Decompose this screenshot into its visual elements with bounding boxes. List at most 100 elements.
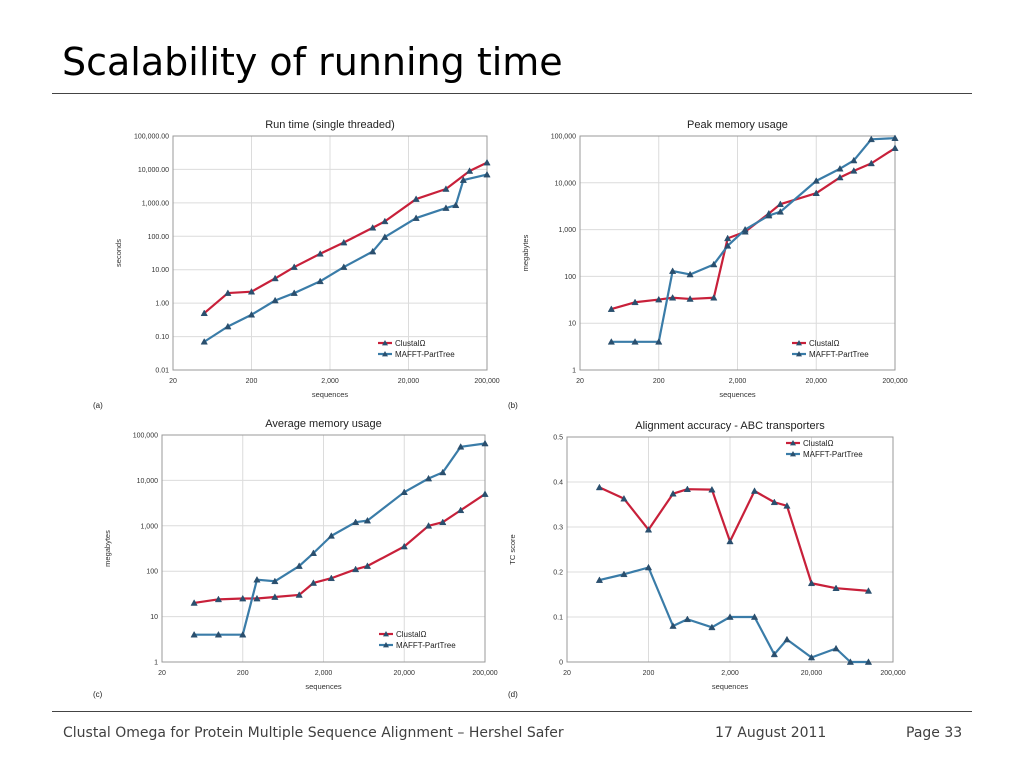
data-point-marker xyxy=(400,542,408,550)
plot-frame xyxy=(566,436,894,663)
x-tick-label: 200,000 xyxy=(474,378,499,385)
y-tick-label: 0.2 xyxy=(553,570,563,577)
legend-label: ClustalΩ xyxy=(396,630,426,639)
data-point-marker xyxy=(724,234,732,242)
y-tick-label: 10 xyxy=(150,614,158,621)
data-point-marker xyxy=(776,200,784,207)
x-tick-label: 20 xyxy=(158,670,166,677)
y-axis-label: megabytes xyxy=(521,234,530,271)
data-point-marker xyxy=(669,489,677,497)
data-point-marker xyxy=(607,305,615,312)
chart-average-memory: Average memory usage 20 200 2,000 20,000 200,… xyxy=(90,405,520,705)
data-point-marker xyxy=(655,338,663,345)
chart-alignment-accuracy: Alignment accuracy - ABC transporters 20 2… xyxy=(508,405,938,705)
data-point-marker xyxy=(369,247,377,255)
data-point-marker xyxy=(724,242,732,249)
data-point-marker xyxy=(710,260,718,268)
x-tick-label: 20 xyxy=(576,378,584,385)
data-point-marker xyxy=(668,267,677,274)
data-point-marker xyxy=(412,214,420,221)
footer-page-number: Page 33 xyxy=(906,725,963,741)
y-tick-label: 100.00 xyxy=(148,234,170,241)
x-tick-label: 2,000 xyxy=(321,378,339,385)
data-point-marker xyxy=(750,613,759,620)
chart-svg: Run time (single threaded) 20 200 2,000 20,0… xyxy=(93,119,500,410)
x-tick-label: 200 xyxy=(246,378,258,385)
y-tick-label: 10,000.00 xyxy=(138,167,169,174)
series-line xyxy=(599,566,869,664)
data-point-marker xyxy=(190,599,198,606)
y-tick-label: 1,000 xyxy=(558,227,576,234)
data-point-marker xyxy=(631,338,639,345)
data-point-marker xyxy=(290,289,298,296)
data-point-marker xyxy=(247,311,256,318)
data-point-marker xyxy=(644,525,653,533)
x-tick-label: 200 xyxy=(643,670,655,677)
y-tick-label: 0.3 xyxy=(553,525,563,532)
data-point-marker xyxy=(316,250,324,257)
data-point-marker xyxy=(200,309,208,317)
data-point-marker xyxy=(836,164,844,172)
x-tick-label: 200,000 xyxy=(880,670,905,677)
data-point-marker xyxy=(465,167,474,174)
title-divider xyxy=(52,93,972,94)
data-point-marker xyxy=(424,522,433,529)
data-point-marker xyxy=(891,144,899,151)
y-axis-label: TC score xyxy=(508,534,517,564)
data-point-marker xyxy=(620,570,628,578)
chart-svg: Peak memory usage 20 200 2,000 20,000 200,000… xyxy=(508,119,908,410)
data-point-marker xyxy=(239,630,247,638)
plot-frame xyxy=(161,434,486,663)
chart-layer: Run time (single threaded) 20 200 2,000 20,0… xyxy=(93,119,500,410)
y-axis-label: seconds xyxy=(114,239,123,267)
data-point-marker xyxy=(655,295,663,303)
data-point-marker xyxy=(340,238,348,246)
x-tick-label: 20,000 xyxy=(801,670,823,677)
data-point-marker xyxy=(686,270,694,278)
y-tick-label: 100,000 xyxy=(133,433,158,440)
data-point-marker xyxy=(190,630,198,638)
data-point-marker xyxy=(783,635,791,643)
data-point-marker xyxy=(850,156,858,164)
chart-title: Average memory usage xyxy=(265,418,382,430)
legend-marker xyxy=(790,451,796,457)
legend-marker xyxy=(790,440,796,446)
data-point-marker xyxy=(668,294,677,301)
y-tick-label: 1 xyxy=(572,368,576,375)
data-point-marker xyxy=(776,208,784,215)
y-tick-label: 0.10 xyxy=(155,334,169,341)
data-point-marker xyxy=(595,576,604,583)
data-point-marker xyxy=(214,595,223,603)
y-tick-label: 10,000 xyxy=(555,180,577,187)
data-point-marker xyxy=(459,176,467,183)
data-point-marker xyxy=(224,289,232,296)
data-point-marker xyxy=(595,483,604,491)
data-point-marker xyxy=(295,562,303,569)
legend-marker xyxy=(382,351,388,357)
y-tick-label: 1 xyxy=(154,660,158,667)
footer-divider xyxy=(52,711,972,712)
data-point-marker xyxy=(812,177,820,184)
x-tick-label: 20 xyxy=(169,378,177,385)
chart-title: Alignment accuracy - ABC transporters xyxy=(635,420,825,432)
data-point-marker xyxy=(340,263,348,270)
data-point-marker xyxy=(400,488,408,495)
footer-date: 17 August 2011 xyxy=(715,725,827,741)
chart-layer: Average memory usage 20 200 2,000 20,000 200,… xyxy=(93,418,498,699)
data-point-marker xyxy=(412,195,420,202)
data-point-marker xyxy=(457,506,465,514)
data-point-marker xyxy=(327,574,335,582)
data-point-marker xyxy=(224,322,232,330)
y-tick-label: 100 xyxy=(564,274,576,281)
data-point-marker xyxy=(891,134,899,141)
data-point-marker xyxy=(846,658,855,665)
legend-marker xyxy=(796,340,802,346)
data-point-marker xyxy=(867,135,875,143)
data-point-marker xyxy=(239,594,247,602)
x-axis-label: sequences xyxy=(719,390,756,399)
data-point-marker xyxy=(363,516,372,524)
data-point-marker xyxy=(832,644,840,652)
x-tick-label: 2,000 xyxy=(315,670,333,677)
data-point-marker xyxy=(442,185,450,192)
x-axis-label: sequences xyxy=(312,390,349,399)
